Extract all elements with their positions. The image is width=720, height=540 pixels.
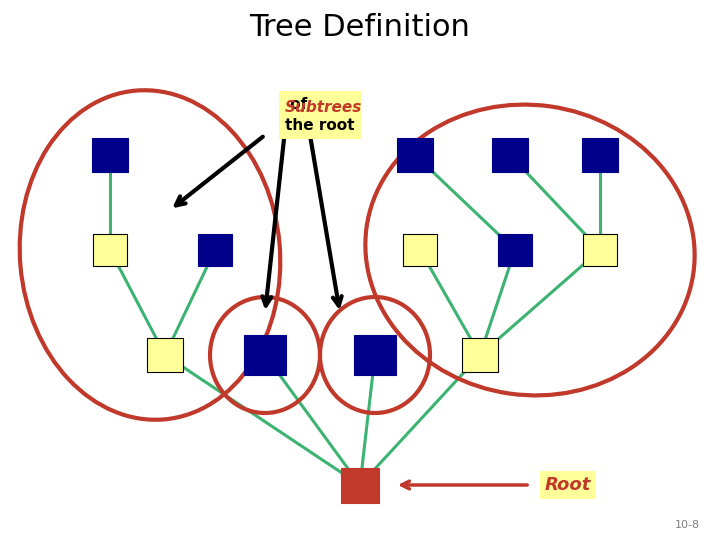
Bar xyxy=(498,234,532,266)
Bar xyxy=(147,338,183,372)
Bar xyxy=(403,234,437,266)
Bar xyxy=(341,468,379,503)
Bar xyxy=(198,234,232,266)
Bar xyxy=(93,234,127,266)
Bar xyxy=(397,138,433,172)
Text: Subtrees: Subtrees xyxy=(285,99,362,114)
Bar xyxy=(354,335,396,375)
Bar xyxy=(583,234,617,266)
Bar xyxy=(244,335,286,375)
Bar xyxy=(492,138,528,172)
Bar xyxy=(582,138,618,172)
Text: of
the root: of the root xyxy=(285,97,354,133)
Bar xyxy=(462,338,498,372)
Bar xyxy=(92,138,128,172)
Text: Tree Definition: Tree Definition xyxy=(250,14,470,43)
Text: 10-8: 10-8 xyxy=(675,520,700,530)
Text: Root: Root xyxy=(545,476,591,494)
